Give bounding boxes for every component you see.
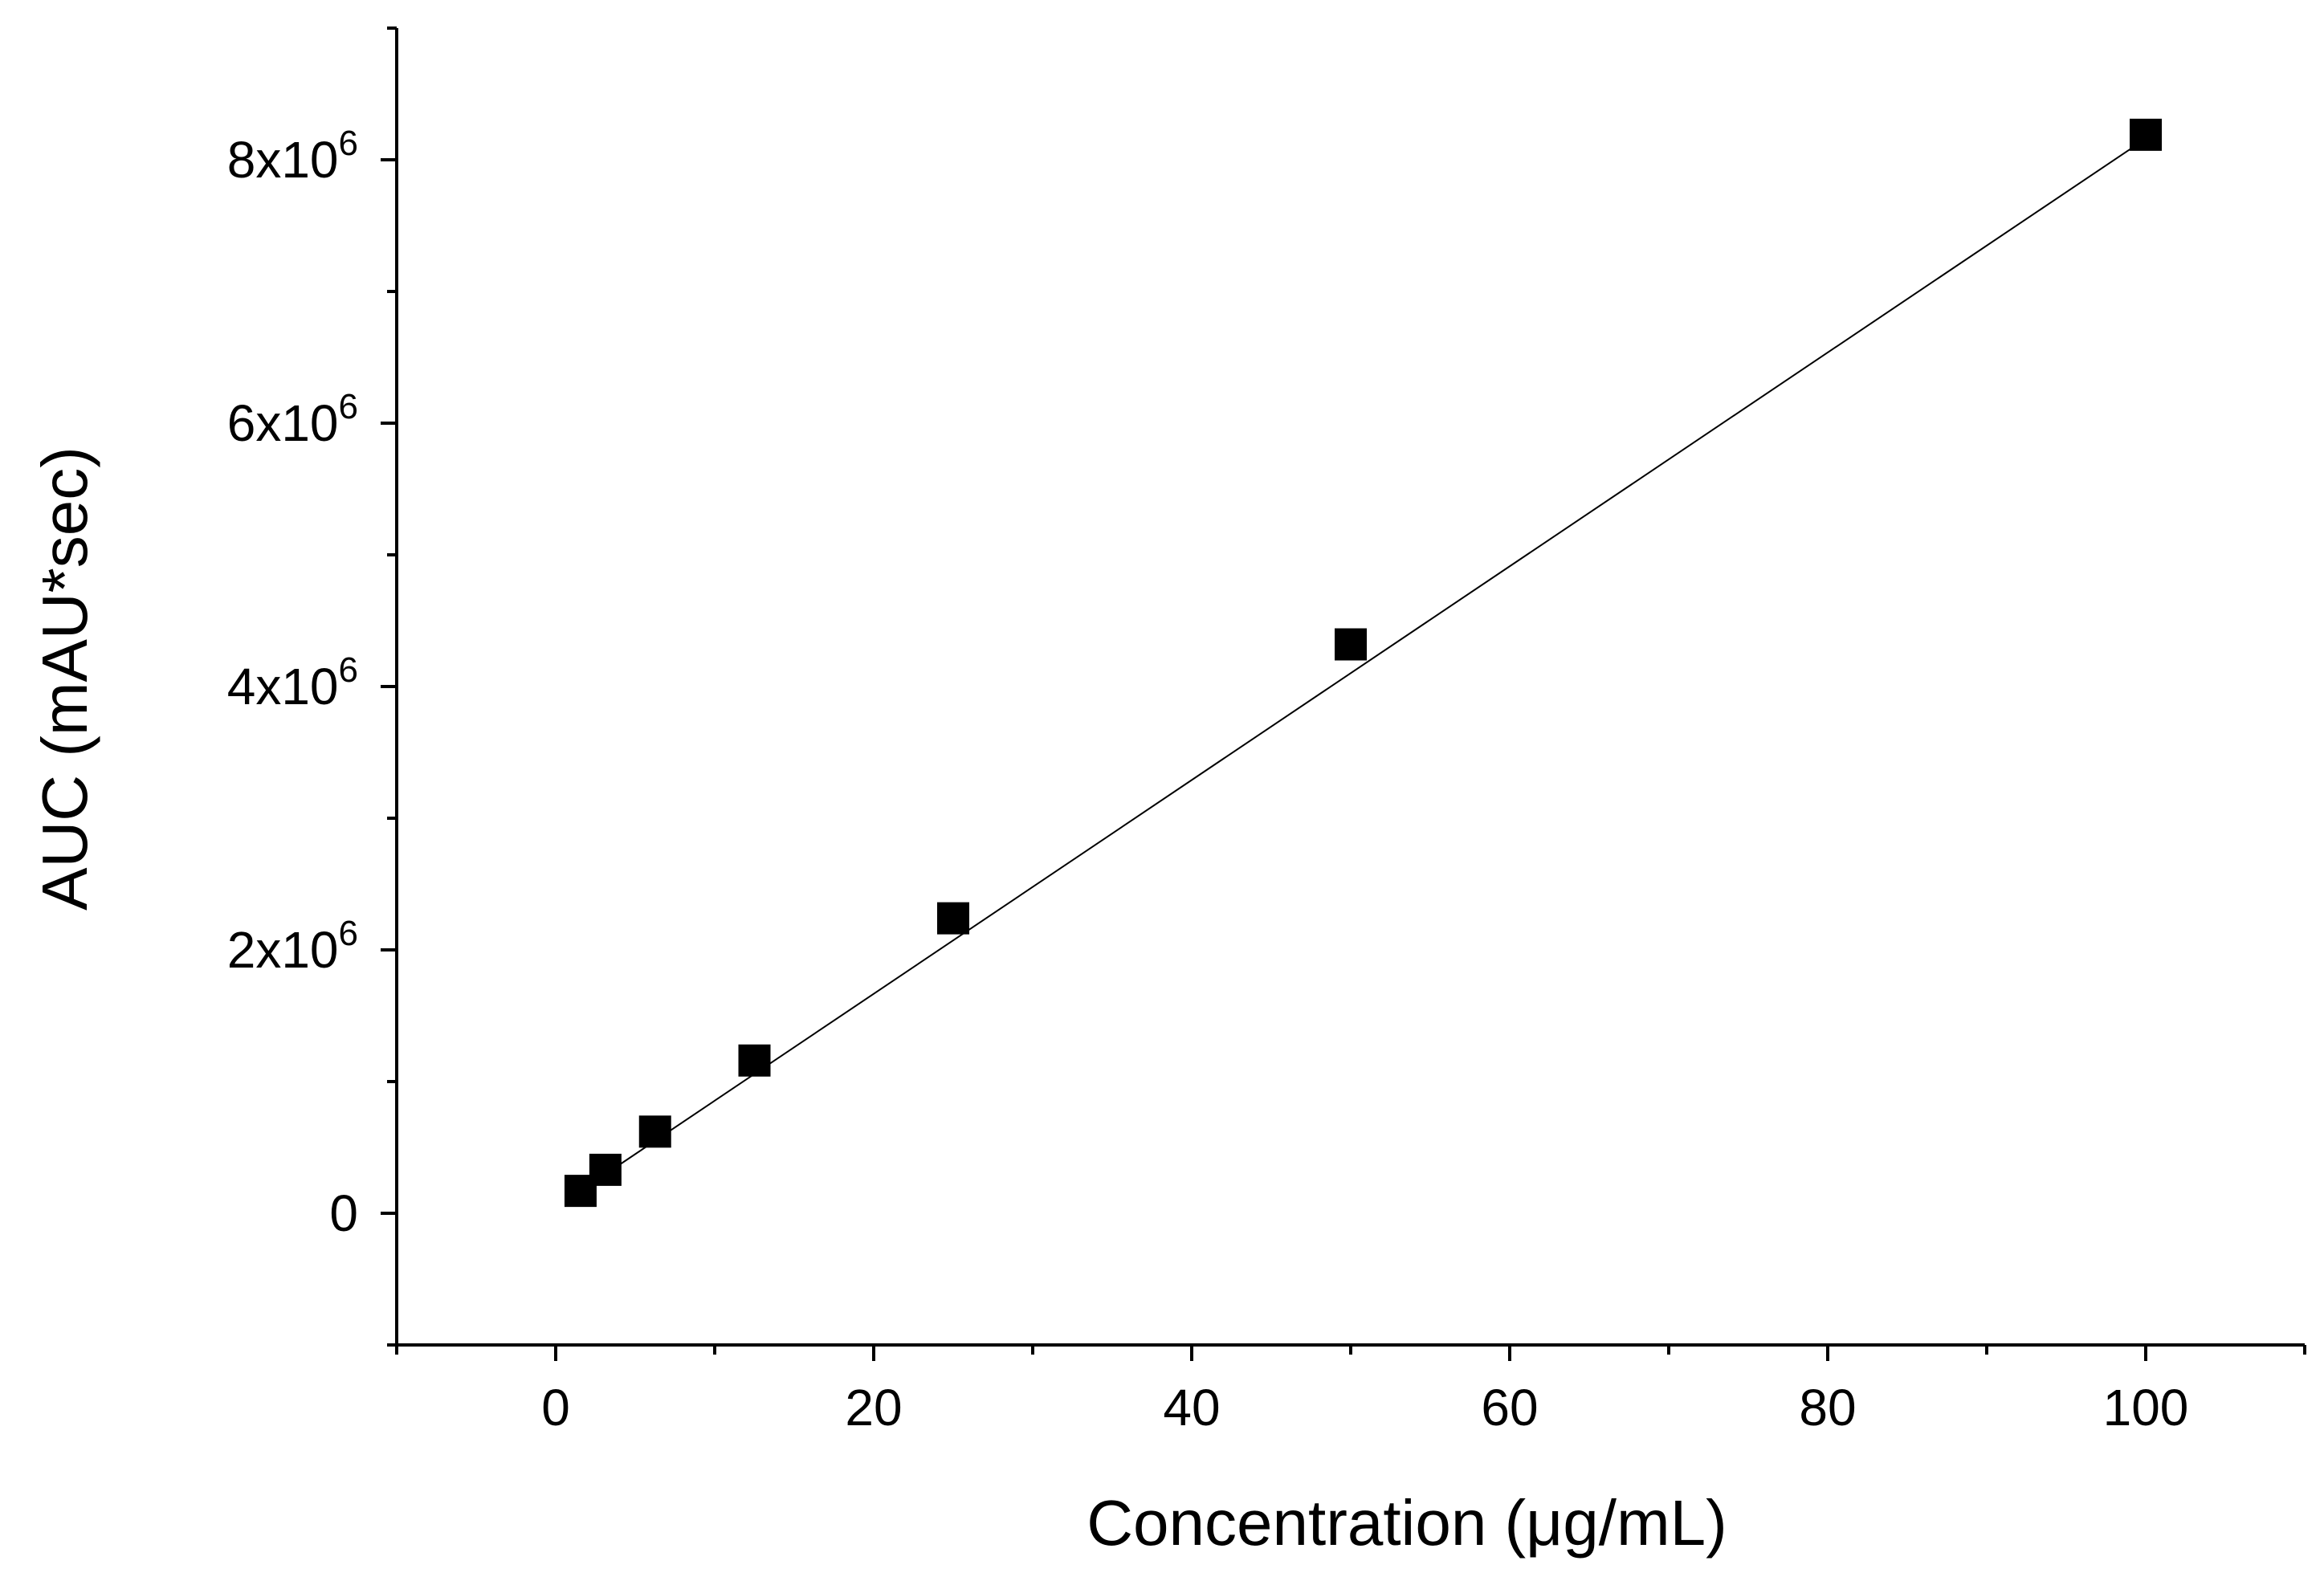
ticks: 0 20 40 60 80 100 0 2x106 4x106 6x106 8x106 [227, 26, 2306, 1436]
data-point [2130, 118, 2162, 151]
x-tick-label: 80 [1799, 1379, 1856, 1436]
y-tick-label: 2x106 [227, 914, 358, 979]
data-point [937, 902, 969, 935]
y-axis-title: AUC (mAU*sec) [29, 446, 100, 911]
x-tick-label: 0 [541, 1379, 570, 1436]
data-point [738, 1044, 771, 1077]
x-tick-label: 20 [845, 1379, 902, 1436]
axes [395, 28, 2305, 1347]
x-tick-label: 60 [1481, 1379, 1538, 1436]
x-axis-title: Concentration (μg/mL) [1087, 1487, 1727, 1559]
y-tick-label: 8x106 [227, 124, 358, 189]
data-point [1335, 628, 1367, 661]
data-point [589, 1153, 622, 1186]
x-tick-label: 40 [1163, 1379, 1220, 1436]
y-tick-label: 4x106 [227, 650, 358, 715]
x-tick-label: 100 [2103, 1379, 2189, 1436]
data-points [564, 118, 2162, 1208]
y-tick-label: 6x106 [227, 387, 358, 452]
fit-line-group [580, 137, 2147, 1192]
data-point [638, 1115, 671, 1148]
y-tick-label: 0 [329, 1184, 358, 1242]
fit-line [580, 137, 2147, 1192]
